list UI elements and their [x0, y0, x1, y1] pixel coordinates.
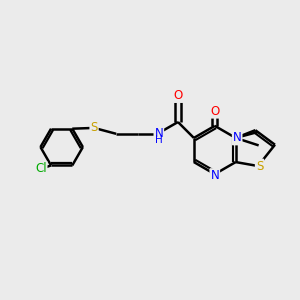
Text: N: N: [154, 127, 163, 140]
Text: S: S: [90, 122, 98, 134]
Text: Cl: Cl: [35, 162, 46, 175]
Text: H: H: [155, 135, 163, 145]
Text: O: O: [173, 89, 183, 102]
Text: O: O: [210, 105, 219, 118]
Text: N: N: [233, 131, 242, 144]
Text: N: N: [210, 169, 219, 182]
Text: S: S: [256, 160, 263, 172]
